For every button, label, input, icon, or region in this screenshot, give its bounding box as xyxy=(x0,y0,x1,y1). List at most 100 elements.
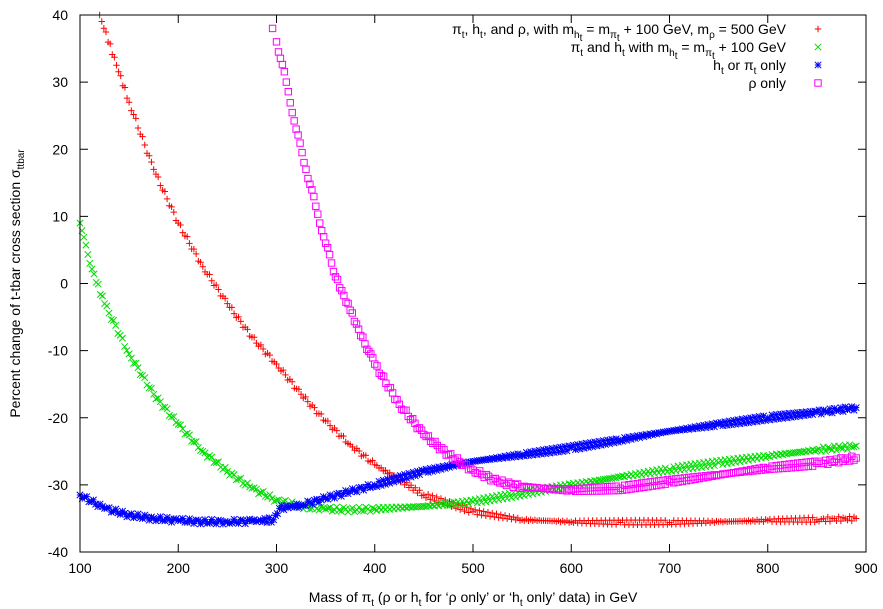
data-point xyxy=(546,449,554,457)
data-point xyxy=(584,443,592,451)
data-point xyxy=(208,277,215,284)
data-point xyxy=(595,437,603,445)
data-point xyxy=(850,456,858,464)
data-point xyxy=(114,509,122,517)
data-point xyxy=(648,482,657,490)
data-point xyxy=(359,333,367,341)
data-point xyxy=(676,426,684,434)
data-point xyxy=(167,413,176,421)
data-point xyxy=(221,463,229,471)
data-point xyxy=(405,469,413,477)
data-point xyxy=(237,516,245,524)
data-point xyxy=(837,444,845,452)
y-tick-label: -30 xyxy=(48,477,68,493)
data-point xyxy=(661,464,669,472)
data-point xyxy=(452,505,460,512)
data-point xyxy=(484,493,492,501)
data-point xyxy=(791,413,800,421)
data-point xyxy=(324,504,332,512)
data-point xyxy=(392,473,400,481)
data-point xyxy=(635,484,644,492)
data-point xyxy=(364,481,372,489)
data-point xyxy=(371,505,379,513)
data-point xyxy=(642,430,650,439)
data-point xyxy=(284,87,292,96)
data-point xyxy=(134,510,142,518)
legend: πt, ht, and ρ, with mht = mπt + 100 GeV,… xyxy=(452,21,822,91)
data-point xyxy=(593,487,601,495)
x-tick-label: 400 xyxy=(363,560,387,576)
data-point xyxy=(789,409,797,417)
data-point xyxy=(487,477,495,485)
data-point xyxy=(672,427,680,435)
data-point xyxy=(749,418,757,426)
data-point xyxy=(241,520,249,528)
data-point xyxy=(302,165,310,174)
data-point xyxy=(333,427,340,434)
data-point xyxy=(659,476,667,484)
data-point xyxy=(319,233,328,241)
data-point xyxy=(130,514,138,522)
data-point xyxy=(327,259,336,267)
data-point xyxy=(411,419,419,427)
y-tick-label: -10 xyxy=(48,343,68,359)
data-point xyxy=(668,427,676,435)
data-point xyxy=(488,492,496,500)
data-point xyxy=(757,417,765,425)
data-point xyxy=(561,485,569,493)
data-point xyxy=(112,321,120,329)
data-point xyxy=(275,496,283,504)
data-point xyxy=(301,501,310,509)
data-point xyxy=(197,259,204,266)
data-point xyxy=(467,458,475,466)
data-point xyxy=(86,259,94,267)
data-point xyxy=(368,483,377,491)
data-point xyxy=(471,506,479,514)
data-point xyxy=(393,395,401,404)
data-point xyxy=(346,306,354,315)
data-point xyxy=(295,503,303,512)
data-point xyxy=(179,514,187,523)
data-point xyxy=(489,509,496,517)
data-point xyxy=(213,281,220,289)
data-point xyxy=(529,451,537,459)
data-point xyxy=(163,405,171,413)
data-point xyxy=(777,410,785,418)
data-point xyxy=(197,520,205,528)
data-point xyxy=(488,454,496,462)
data-point xyxy=(571,446,580,454)
data-point xyxy=(335,489,343,497)
data-point xyxy=(582,439,590,447)
data-point xyxy=(839,444,847,452)
data-point xyxy=(442,451,450,459)
data-point xyxy=(272,38,281,46)
data-point xyxy=(163,195,171,203)
data-point xyxy=(597,487,605,495)
data-point xyxy=(340,291,348,300)
data-point xyxy=(252,517,260,526)
data-point xyxy=(83,493,91,501)
data-point xyxy=(631,484,640,493)
data-point xyxy=(172,217,180,224)
data-point xyxy=(271,358,278,366)
data-point xyxy=(497,491,505,499)
data-point xyxy=(781,410,789,418)
data-point xyxy=(306,180,314,188)
data-point xyxy=(755,413,763,421)
data-point xyxy=(787,464,795,472)
data-point xyxy=(832,446,841,454)
data-point xyxy=(223,467,231,476)
data-point xyxy=(586,438,595,447)
data-point xyxy=(623,485,631,494)
data-point xyxy=(561,442,569,451)
data-point xyxy=(386,469,393,476)
data-point xyxy=(661,480,669,488)
data-point xyxy=(266,491,274,499)
data-point xyxy=(727,421,735,429)
data-point xyxy=(88,265,96,273)
data-point xyxy=(512,493,520,501)
data-point xyxy=(783,414,791,422)
data-point xyxy=(170,413,178,421)
data-point xyxy=(437,495,445,502)
y-tick-label: 30 xyxy=(52,74,68,90)
